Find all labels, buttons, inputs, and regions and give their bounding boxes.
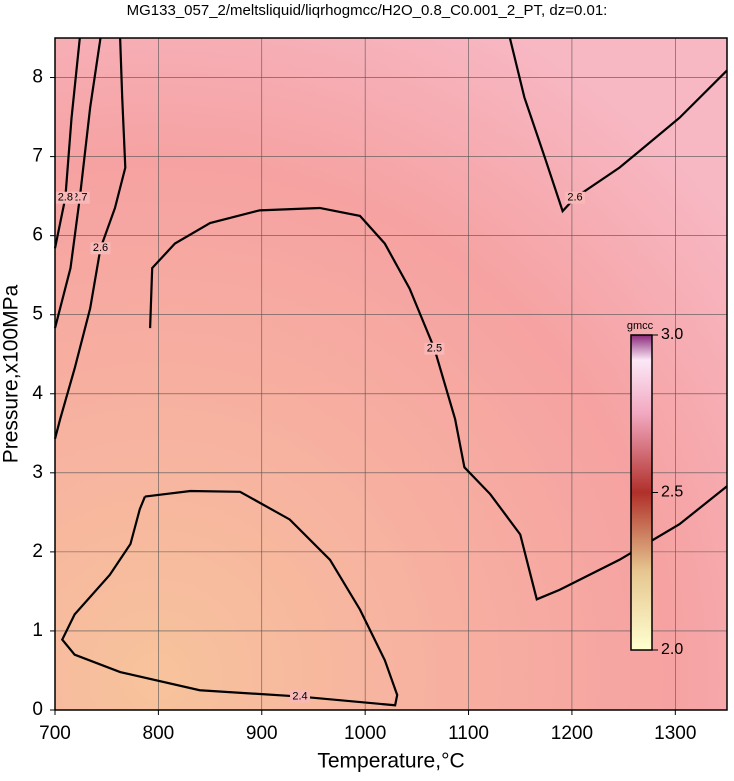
- colorbar: [630, 334, 653, 651]
- y-tick-label: 5: [32, 304, 43, 325]
- x-tick-label: 1100: [448, 723, 489, 744]
- y-tick-label: 0: [32, 699, 43, 720]
- colorbar-label: gmcc: [627, 320, 654, 332]
- chart-title: MG133_057_2/meltsliquid/liqrhogmcc/H2O_0…: [127, 2, 608, 19]
- contour-label: 2.6: [93, 242, 108, 254]
- grid: [54, 38, 727, 711]
- colorbar-tick-label: 3.0: [661, 326, 683, 343]
- contour-label: 2.6: [567, 192, 582, 204]
- x-tick-label: 900: [246, 723, 278, 744]
- y-tick-label: 1: [32, 620, 43, 641]
- contour-label-bg: [424, 342, 445, 355]
- colorbar-tick-label: 2.0: [661, 641, 683, 658]
- contour-label-bg: [565, 191, 586, 204]
- y-tick-label: 6: [32, 225, 43, 246]
- x-tick-label: 1200: [551, 723, 593, 744]
- contours: 2.4 2.5 2.6 2.6 2.72.8: [53, 37, 728, 707]
- y-tick-label: 3: [32, 462, 43, 483]
- contour-label-bg: [55, 191, 76, 204]
- x-tick-label: 800: [143, 723, 175, 744]
- x-axis-label: Temperature,°C: [317, 750, 464, 773]
- y-tick-label: 4: [32, 383, 43, 404]
- contour-label: 2.7: [72, 192, 87, 204]
- x-tick-label: 700: [39, 723, 71, 744]
- y-tick-label: 8: [32, 67, 43, 88]
- contour-label: 2.8: [58, 192, 73, 204]
- x-tick-label: 1000: [344, 723, 386, 744]
- contour-line: [508, 37, 728, 214]
- y-tick-label: 2: [32, 541, 43, 562]
- plot-background: [55, 38, 727, 710]
- contour-label: 2.5: [427, 343, 442, 355]
- y-axis-label: Pressure,x100MPa: [0, 284, 23, 463]
- contour-label-bg: [90, 242, 111, 255]
- contour-label-bg: [290, 690, 311, 703]
- y-tick-label: 7: [32, 146, 43, 167]
- plot-frame: [54, 37, 728, 711]
- colorbar-tick-label: 2.5: [661, 484, 683, 501]
- contour-line: [53, 37, 81, 249]
- contour-label: 2.4: [292, 690, 307, 702]
- x-tick-label: 1300: [654, 723, 696, 744]
